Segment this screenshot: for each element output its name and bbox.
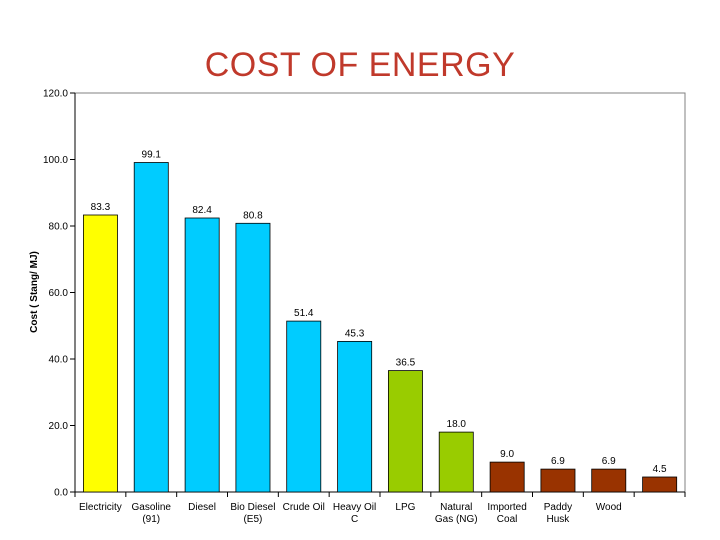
x-tick-label: Gas (NG)	[435, 514, 478, 525]
y-axis-label: Cost ( Stang/ MJ)	[29, 251, 40, 333]
x-tick-label: C	[351, 514, 358, 525]
data-label: 51.4	[294, 308, 314, 319]
data-label: 80.8	[243, 210, 263, 221]
x-tick-label: Imported	[487, 502, 526, 513]
x-tick-label: Crude Oil	[283, 502, 325, 513]
bar	[286, 320, 322, 493]
bar	[184, 217, 220, 493]
x-tick-label: Wood	[596, 502, 622, 513]
bar	[337, 340, 373, 493]
x-tick-label: (E5)	[243, 514, 262, 525]
data-label: 82.4	[192, 205, 212, 216]
data-label: 45.3	[345, 328, 365, 339]
data-label: 99.1	[142, 150, 162, 161]
data-label: 36.5	[396, 358, 416, 369]
data-label: 6.9	[602, 456, 616, 467]
y-tick-label: 120.0	[43, 89, 68, 100]
y-axis-label-group: Cost ( Stang/ MJ)	[29, 251, 40, 333]
x-tick-label: Heavy Oil	[333, 502, 376, 513]
y-tick-label: 60.0	[49, 288, 69, 299]
chart-axes: 0.0 20.0 40.0 60.0 80.0 100.0 120.0 Electricity…	[43, 89, 686, 525]
data-label: 4.5	[653, 464, 667, 475]
bar	[83, 214, 118, 493]
bar	[489, 461, 525, 493]
bar	[235, 222, 271, 493]
bar	[540, 468, 576, 493]
bar	[438, 431, 474, 493]
x-tick-label: LPG	[395, 502, 415, 513]
x-tick-label: (91)	[142, 514, 160, 525]
bar	[387, 370, 423, 493]
y-tick-label: 100.0	[43, 155, 68, 166]
x-tick-label: Gasoline	[132, 502, 172, 513]
data-label: 9.0	[500, 449, 514, 460]
bar	[133, 162, 169, 493]
y-tick-label: 40.0	[49, 355, 69, 366]
data-label: 18.0	[447, 419, 467, 430]
x-tick-label: Coal	[497, 514, 518, 525]
bar	[591, 468, 627, 493]
y-tick-label: 0.0	[54, 488, 68, 499]
x-tick-label: Bio Diesel	[230, 502, 275, 513]
x-tick-label: Paddy	[544, 502, 572, 513]
x-tick-label: Husk	[547, 514, 571, 525]
x-tick-label: Electricity	[79, 502, 122, 513]
x-tick-label: Diesel	[188, 502, 216, 513]
y-tick-label: 80.0	[49, 222, 69, 233]
chart-title: COST OF ENERGY	[204, 46, 516, 84]
chart-bars: 83.3 99.1 82.4 80.8 51.4 45.3 36.5 18.0 9.0 6.9 6.…	[83, 150, 678, 493]
y-tick-label: 20.0	[49, 421, 69, 432]
data-label: 6.9	[551, 456, 565, 467]
bar	[642, 476, 678, 493]
data-label: 83.3	[91, 202, 111, 213]
x-tick-label: Natural	[440, 502, 472, 513]
